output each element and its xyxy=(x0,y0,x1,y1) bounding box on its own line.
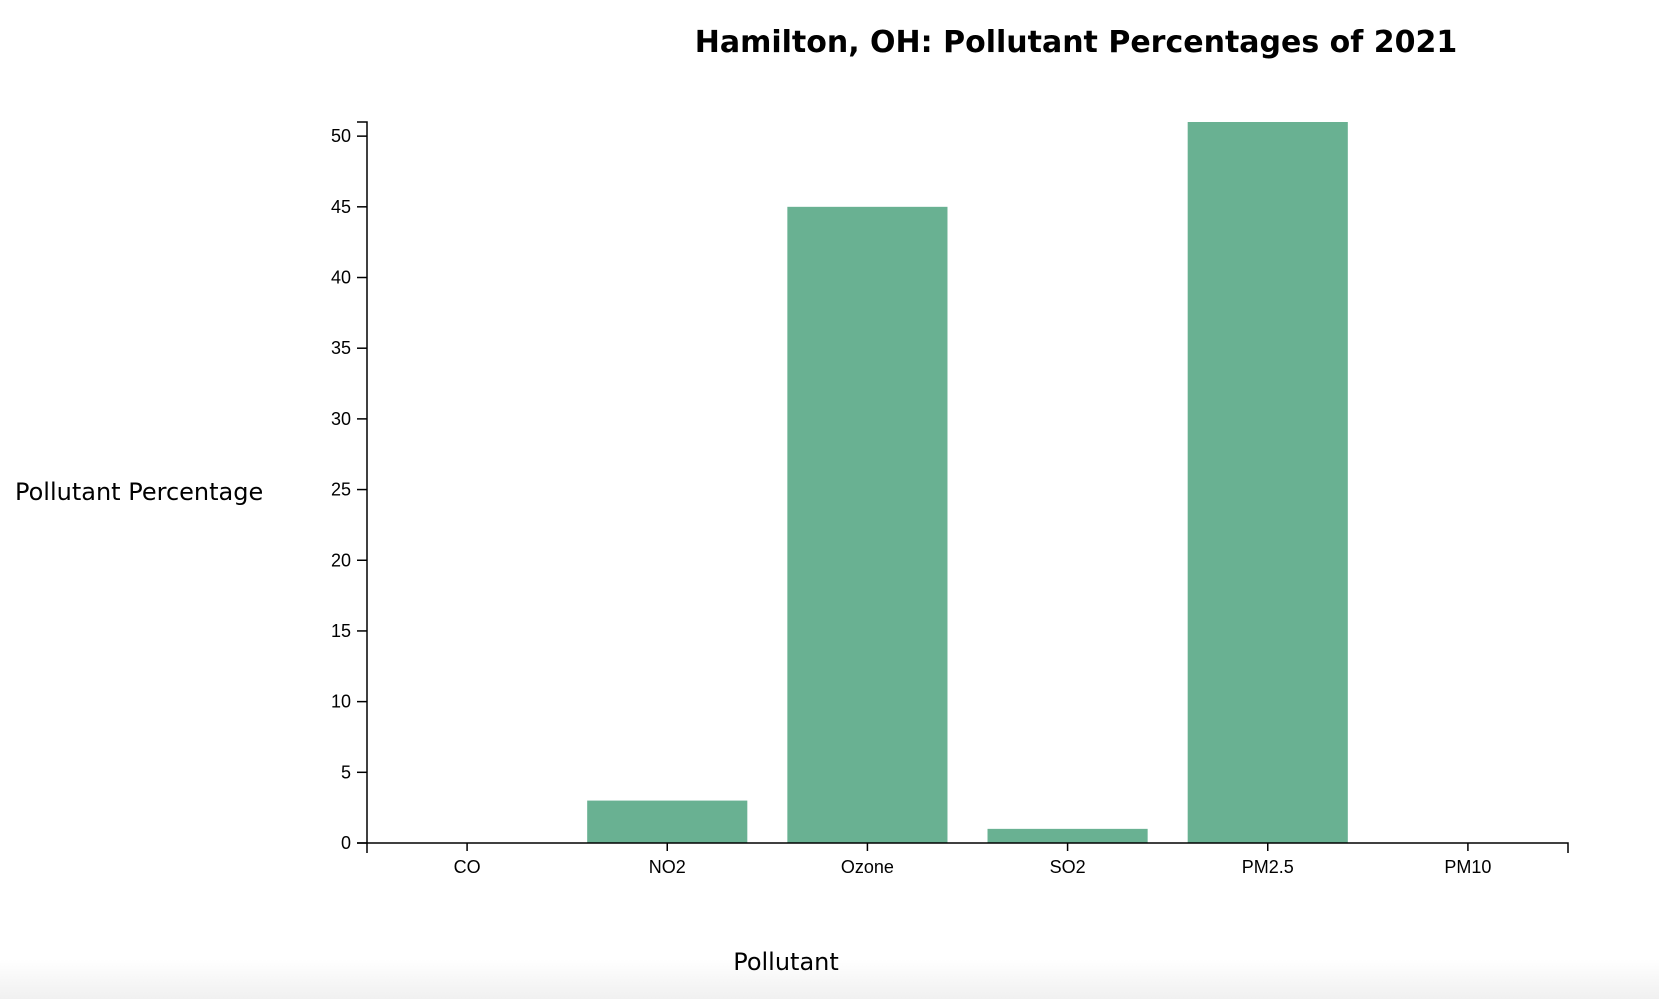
y-axis: 0 5 10 15 20 25 30 35 40 45 50 xyxy=(331,121,368,853)
x-tick-label: CO xyxy=(454,857,481,877)
y-tick-label: 45 xyxy=(331,197,351,217)
x-tick-label: NO2 xyxy=(649,857,686,877)
y-tick-label: 50 xyxy=(331,126,351,146)
y-tick-label: 35 xyxy=(331,338,351,358)
x-tick-label: Ozone xyxy=(841,857,894,877)
y-tick-label: 15 xyxy=(331,621,351,641)
bar-no2 xyxy=(587,800,748,843)
y-tick-label: 0 xyxy=(341,833,351,853)
x-axis-label: Pollutant xyxy=(733,948,839,976)
x-axis-line xyxy=(366,842,1569,853)
x-tick-label: PM10 xyxy=(1444,857,1491,877)
bar-so2 xyxy=(987,828,1148,843)
x-tick-label: PM2.5 xyxy=(1242,857,1294,877)
x-axis: CO NO2 Ozone SO2 PM2.5 PM10 xyxy=(366,842,1569,877)
bar-ozone xyxy=(787,206,948,843)
bar-pm2-5 xyxy=(1187,122,1348,843)
y-tick-label: 20 xyxy=(331,550,351,570)
y-tick-label: 5 xyxy=(341,762,351,782)
y-tick-label: 40 xyxy=(331,268,351,288)
chart-title: Hamilton, OH: Pollutant Percentages of 2… xyxy=(695,25,1458,60)
y-axis-label: Pollutant Percentage xyxy=(15,478,263,506)
bars-group xyxy=(587,122,1348,843)
y-tick-label: 25 xyxy=(331,480,351,500)
y-tick-label: 30 xyxy=(331,409,351,429)
bottom-shade xyxy=(0,959,1659,999)
y-axis-line xyxy=(357,121,368,844)
y-tick-label: 10 xyxy=(331,692,351,712)
x-tick-label: SO2 xyxy=(1050,857,1086,877)
